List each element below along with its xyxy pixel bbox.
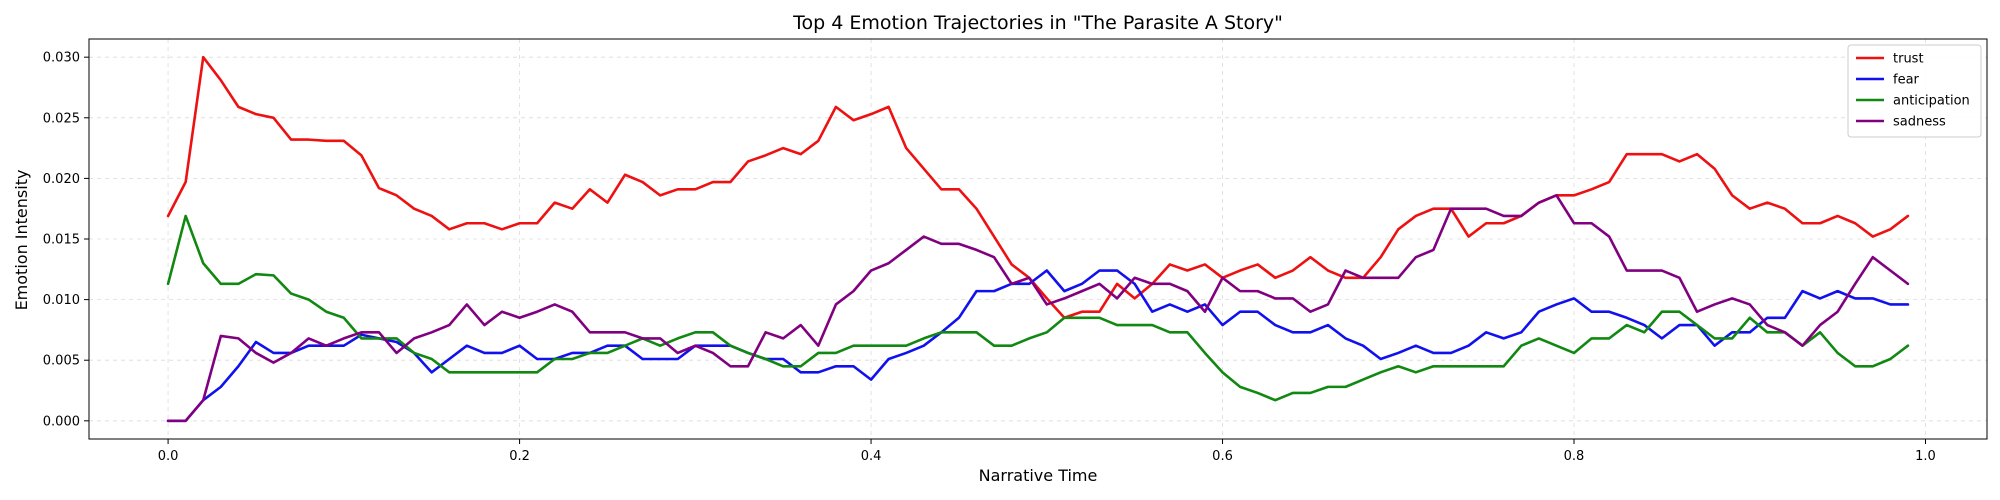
- y-axis-ticks: 0.000 0.005 0.010 0.015 0.020 0.025 0.030: [43, 51, 89, 429]
- legend-label-trust: trust: [1893, 52, 1924, 67]
- x-axis-label: Narrative Time: [979, 466, 1098, 485]
- y-tick-label: 0.005: [43, 354, 80, 369]
- y-tick-label: 0.000: [43, 414, 80, 429]
- chart-title: Top 4 Emotion Trajectories in "The Paras…: [792, 12, 1283, 34]
- series-line-anticipation: [166, 214, 1910, 402]
- x-tick-label: 0.8: [1564, 449, 1585, 464]
- y-tick-label: 0.020: [43, 172, 80, 187]
- series-line-sadness: [166, 194, 1910, 423]
- x-tick-label: 0.2: [509, 449, 530, 464]
- series-line-trust: [166, 55, 1910, 320]
- legend-label-anticipation: anticipation: [1893, 94, 1970, 109]
- legend-box: [1847, 44, 1982, 138]
- x-axis-ticks: 0.0 0.2 0.4 0.6 0.8 1.0: [158, 439, 1936, 464]
- legend: trust fear anticipation sadness: [1847, 44, 1982, 138]
- x-tick-label: 0.6: [1212, 449, 1233, 464]
- y-tick-label: 0.025: [43, 111, 80, 126]
- y-tick-label: 0.010: [43, 293, 80, 308]
- x-tick-label: 0.4: [861, 449, 882, 464]
- series-line-fear: [166, 269, 1910, 423]
- x-tick-label: 0.0: [158, 449, 179, 464]
- series-lines: [166, 55, 1910, 423]
- x-tick-label: 1.0: [1915, 449, 1936, 464]
- y-tick-label: 0.030: [43, 51, 80, 66]
- legend-label-sadness: sadness: [1893, 115, 1946, 130]
- legend-label-fear: fear: [1893, 73, 1920, 88]
- y-tick-label: 0.015: [43, 233, 80, 248]
- y-axis-label: Emotion Intensity: [12, 170, 31, 311]
